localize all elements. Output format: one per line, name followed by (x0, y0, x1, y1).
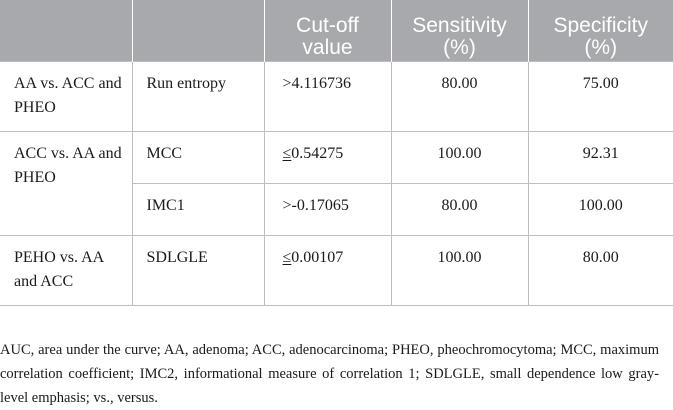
table-header: Cut-off value Sensitivity (%) Specificit… (0, 0, 673, 61)
cutoff-cell: >-0.17065 (263, 182, 392, 236)
table-row: IMC1 >-0.17065 80.00 100.00 (0, 182, 673, 236)
sensitivity-cell: 80.00 (390, 60, 529, 132)
sensitivity-cell: 100.00 (390, 130, 529, 184)
group-cell-peho: PEHO vs. AA and ACC (0, 234, 133, 306)
cutoff-symbol: ≤ (282, 144, 292, 162)
header-feature (131, 0, 265, 61)
group-cell-acc: ACC vs. AA and PHEO (0, 130, 133, 236)
cutoff-symbol: > (282, 74, 292, 92)
cutoff-symbol: ≤ (282, 248, 292, 266)
table-row: AA vs. ACC and PHEO Run entropy >4.11673… (0, 60, 673, 132)
header-cutoff-value: Cut-off value (263, 0, 392, 61)
feature-cell: IMC1 (132, 182, 265, 236)
sensitivity-cell: 100.00 (390, 234, 529, 306)
specificity-cell: 80.00 (527, 234, 673, 306)
results-table-container: Cut-off value Sensitivity (%) Specificit… (0, 0, 673, 306)
header-sensitivity: Sensitivity (%) (390, 0, 529, 61)
specificity-cell: 100.00 (527, 182, 673, 236)
cutoff-results-table: Cut-off value Sensitivity (%) Specificit… (0, 0, 673, 306)
cutoff-value: 0.00107 (291, 248, 344, 266)
group-cell-aa: AA vs. ACC and PHEO (0, 60, 133, 132)
cutoff-symbol: > (282, 196, 292, 214)
table-row: PEHO vs. AA and ACC SDLGLE ≤0.00107 100.… (0, 234, 673, 306)
header-specificity: Specificity (%) (527, 0, 673, 61)
cutoff-value: 0.54275 (291, 144, 344, 162)
feature-cell: Run entropy (131, 60, 265, 132)
table-row: ACC vs. AA and PHEO MCC ≤0.54275 100.00 … (0, 130, 673, 236)
header-group (0, 0, 133, 61)
cutoff-cell: ≤0.54275 (263, 130, 392, 184)
feature-cell: MCC (131, 130, 265, 184)
cutoff-cell: ≤0.00107 (263, 234, 392, 306)
cutoff-value: 4.116736 (291, 74, 351, 92)
table-footnote: AUC, area under the curve; AA, adenoma; … (0, 341, 659, 406)
cutoff-value: -0.17065 (291, 196, 349, 214)
header-row: Cut-off value Sensitivity (%) Specificit… (0, 0, 673, 61)
feature-cell: SDLGLE (131, 234, 265, 306)
specificity-cell: 92.31 (527, 130, 673, 184)
specificity-cell: 75.00 (527, 60, 673, 132)
table-body: AA vs. ACC and PHEO Run entropy >4.11673… (0, 60, 673, 306)
cutoff-cell: >4.116736 (263, 60, 392, 132)
sensitivity-cell: 80.00 (390, 182, 529, 236)
